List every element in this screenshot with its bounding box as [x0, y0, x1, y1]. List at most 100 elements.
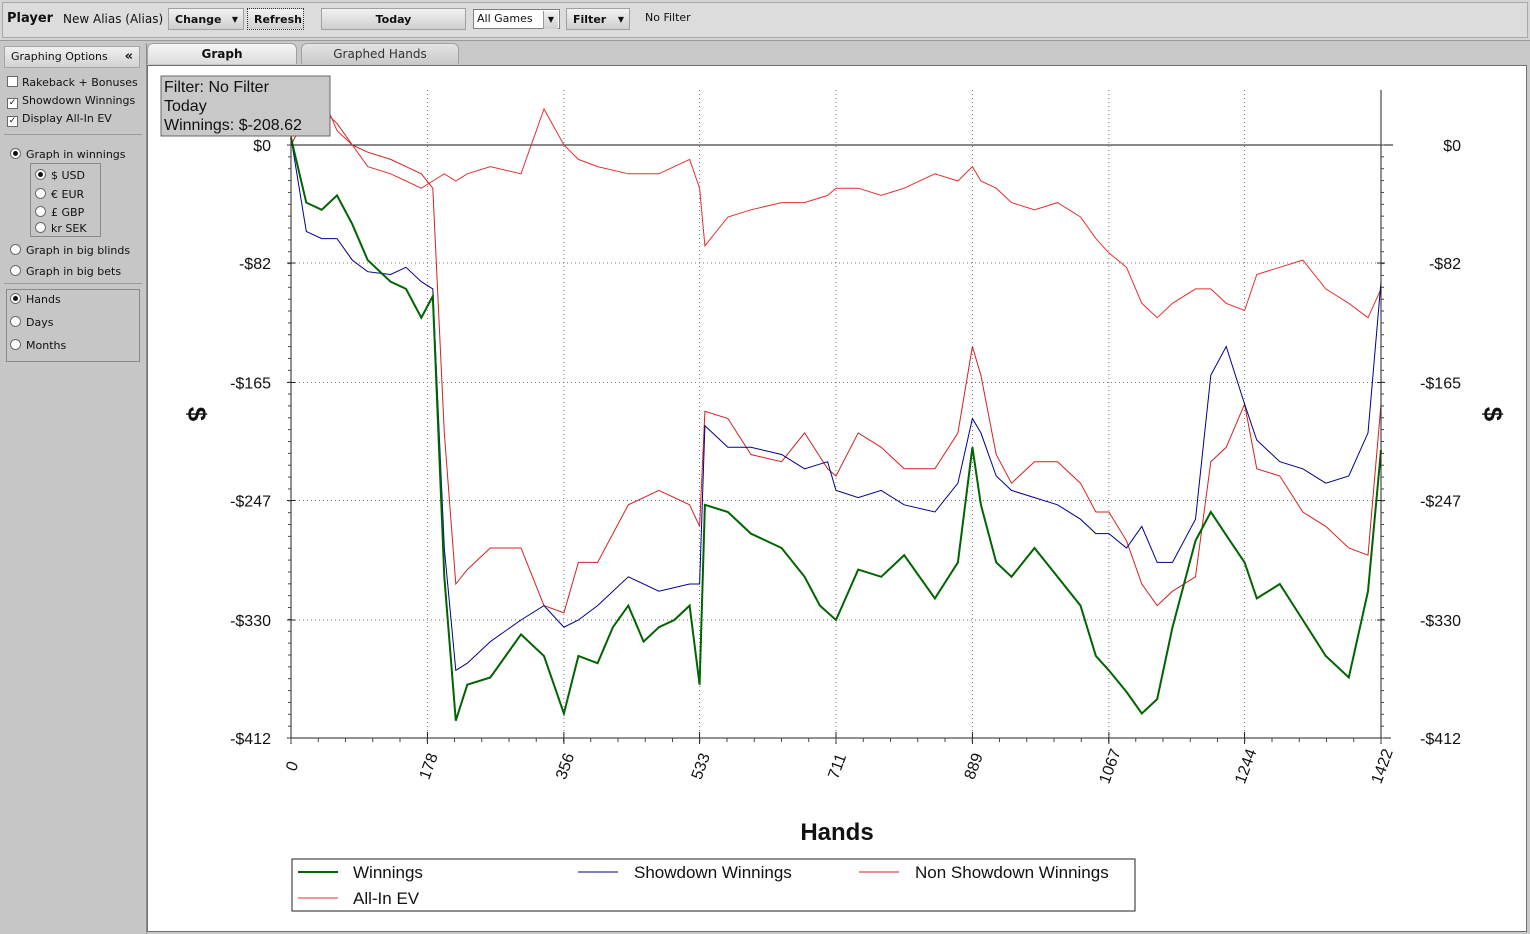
collapse-icon[interactable]: « — [124, 49, 133, 64]
y-axis-title-right: $ — [1478, 407, 1508, 422]
radio-dot[interactable] — [10, 293, 21, 304]
radio-x-days[interactable]: Days — [10, 316, 53, 330]
x-tick-label: 533 — [689, 751, 714, 782]
checkbox-label: Showdown Winnings — [22, 94, 136, 107]
radio-label: Graph in winnings — [26, 148, 126, 161]
radio-dot[interactable] — [10, 244, 21, 255]
graph-panel: $0 $0 -$82 -$82 -$165 -$165 -$247 -$247 -$330 -$3… — [147, 65, 1527, 932]
info-box: Filter: No Filter Today Winnings: $-208.… — [160, 75, 331, 137]
games-select[interactable]: All Games ▼ — [473, 9, 560, 29]
radio-label: Hands — [26, 293, 61, 306]
tab-graph[interactable]: Graph — [147, 43, 297, 64]
radio-dot[interactable] — [35, 169, 46, 180]
info-filter: Filter: No Filter — [164, 79, 270, 96]
y-tick-label-left: -$82 — [239, 256, 271, 273]
games-select-value: All Games — [477, 12, 533, 25]
checkbox-box[interactable]: ✓ — [7, 116, 18, 127]
x-tick-label: 0 — [283, 759, 302, 773]
y-tick-label-right: -$412 — [1420, 731, 1461, 748]
radio-currency-sek[interactable]: kr SEK — [35, 222, 87, 236]
radio-dot[interactable] — [35, 206, 46, 217]
chevron-down-icon: ▼ — [231, 15, 238, 24]
radio-label: € EUR — [51, 188, 85, 201]
checkbox-box[interactable] — [7, 76, 18, 87]
radio-dot[interactable] — [35, 188, 46, 199]
radio-label: kr SEK — [51, 222, 87, 235]
y-tick-label-left: -$165 — [230, 375, 271, 392]
y-tick-label-right: -$330 — [1420, 613, 1461, 630]
currency-group — [30, 163, 101, 237]
filter-value: No Filter — [645, 11, 691, 24]
radio-x-hands[interactable]: Hands — [10, 293, 61, 307]
y-tick-label-left: $0 — [253, 138, 271, 155]
checkbox-rakeback[interactable]: Rakeback + Bonuses — [7, 76, 138, 90]
series-line-non-showdown-winnings — [290, 108, 1382, 614]
x-tick-label: 1244 — [1232, 747, 1260, 786]
x-tick-label: 1067 — [1097, 747, 1125, 786]
y-tick-label-right: -$165 — [1420, 375, 1461, 392]
radio-dot[interactable] — [10, 339, 21, 350]
legend-label-winnings: Winnings — [353, 863, 423, 882]
radio-graph-in-winnings[interactable]: Graph in winnings — [10, 148, 126, 162]
radio-dot[interactable] — [10, 265, 21, 276]
x-axis-title: Hands — [800, 819, 873, 846]
radio-graph-in-big-bets[interactable]: Graph in big bets — [10, 265, 121, 279]
checkbox-showdown-winnings[interactable]: ✓ Showdown Winnings — [7, 94, 135, 109]
radio-currency-usd[interactable]: $ USD — [35, 169, 85, 183]
radio-label: $ USD — [51, 169, 85, 182]
radio-label: £ GBP — [51, 206, 85, 219]
filter-button-label: Filter — [573, 13, 607, 26]
tab-label: Graph — [201, 47, 243, 61]
radio-graph-in-big-blinds[interactable]: Graph in big blinds — [10, 244, 130, 258]
divider — [4, 134, 142, 135]
change-button-label: Change — [175, 13, 222, 26]
radio-label: Graph in big bets — [26, 265, 122, 278]
y-tick-label-right: -$247 — [1420, 494, 1461, 511]
info-winnings: Winnings: $-208.62 — [164, 117, 302, 134]
radio-label: Months — [26, 339, 67, 352]
dropdown-arrow-icon[interactable]: ▼ — [543, 11, 558, 29]
radio-dot[interactable] — [10, 148, 21, 159]
date-range-label: Today — [375, 13, 412, 26]
checkbox-display-all-in-ev[interactable]: ✓ Display All-In EV — [7, 112, 112, 127]
series-line-winnings — [290, 137, 1382, 722]
radio-dot[interactable] — [35, 222, 46, 233]
radio-dot[interactable] — [10, 316, 21, 327]
x-tick-label: 178 — [417, 751, 442, 782]
tab-graphed-hands[interactable]: Graphed Hands — [301, 43, 459, 64]
series-line-all-in-ev — [290, 93, 1382, 319]
x-tick-label: 889 — [962, 751, 987, 782]
graphing-options-panel: Graphing Options « Rakeback + Bonuses ✓ S… — [0, 43, 147, 934]
x-tick-label: 356 — [553, 751, 578, 782]
refresh-button-label: Refresh — [254, 13, 302, 26]
filter-button[interactable]: Filter ▼ — [566, 8, 630, 30]
legend-label-all-in-ev: All-In EV — [353, 889, 420, 908]
y-tick-label-right: $0 — [1443, 138, 1461, 155]
radio-label: Days — [26, 316, 54, 329]
y-tick-label-left: -$330 — [230, 613, 271, 630]
radio-label: Graph in big blinds — [26, 244, 131, 257]
divider — [4, 283, 142, 284]
change-button[interactable]: Change ▼ — [168, 8, 244, 30]
graphing-options-header: Graphing Options « — [4, 46, 140, 68]
top-toolbar: Player New Alias (Alias) Change ▼ Refres… — [0, 0, 1530, 41]
y-tick-label-left: -$247 — [230, 494, 271, 511]
x-tick-label: 711 — [825, 751, 850, 781]
radio-currency-gbp[interactable]: £ GBP — [35, 206, 84, 220]
checkbox-box[interactable]: ✓ — [7, 98, 18, 109]
tab-label: Graphed Hands — [333, 47, 427, 61]
x-axis-mode-group — [6, 289, 140, 362]
checkbox-label: Rakeback + Bonuses — [22, 76, 138, 89]
radio-x-months[interactable]: Months — [10, 339, 66, 353]
radio-currency-eur[interactable]: € EUR — [35, 188, 84, 202]
player-alias: New Alias (Alias) — [63, 12, 164, 26]
y-axis-title-left: $ — [182, 407, 212, 422]
y-tick-label-left: -$412 — [230, 731, 271, 748]
date-range-button[interactable]: Today — [321, 8, 466, 30]
y-tick-label-right: -$82 — [1429, 256, 1461, 273]
refresh-button[interactable]: Refresh — [247, 8, 304, 30]
legend-label-non-showdown: Non Showdown Winnings — [915, 863, 1109, 882]
winnings-chart: $0 $0 -$82 -$82 -$165 -$165 -$247 -$247 -$330 -$3… — [160, 75, 1508, 912]
legend: Winnings Showdown Winnings Non Showdown … — [291, 858, 1136, 912]
chevron-down-icon: ▼ — [617, 15, 624, 24]
